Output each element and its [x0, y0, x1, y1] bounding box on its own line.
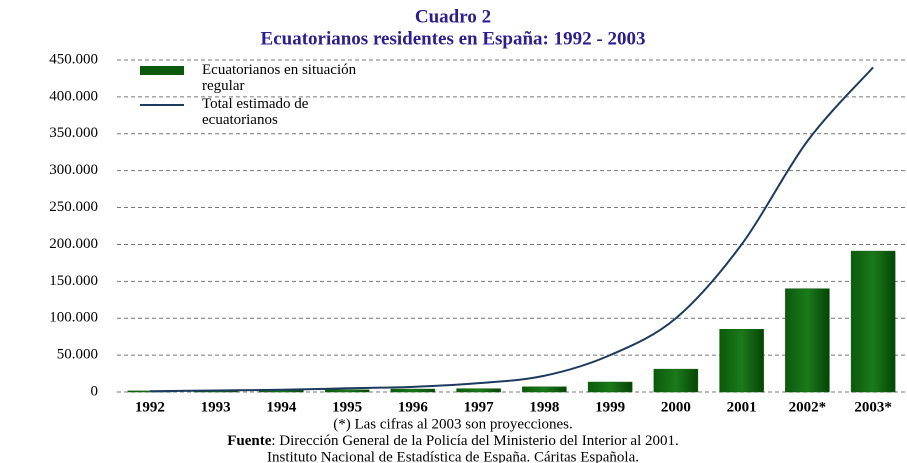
- y-tick-label: 200.000: [49, 236, 98, 252]
- x-tick-label: 2001: [727, 399, 757, 415]
- bar: [324, 389, 370, 393]
- source: Fuente: Dirección General de la Policía …: [227, 433, 679, 449]
- x-tick-label: 2000: [661, 399, 691, 415]
- bar: [456, 388, 501, 393]
- y-tick-label: 250.000: [49, 199, 98, 215]
- x-tick-label: 1999: [595, 399, 625, 415]
- y-tick-label: 0: [91, 383, 99, 399]
- legend-item: Total estimado de ecuatorianos: [140, 96, 372, 128]
- bar: [653, 368, 699, 393]
- bar: [719, 329, 764, 393]
- y-tick-label: 150.000: [49, 273, 98, 289]
- chart-subtitle: Ecuatorianos residentes en España: 1992 …: [261, 28, 646, 49]
- y-tick-label: 300.000: [49, 162, 98, 178]
- y-tick-label: 350.000: [49, 125, 98, 141]
- x-tick-label: 1998: [529, 399, 559, 415]
- legend-label: Total estimado de ecuatorianos: [202, 96, 309, 128]
- x-tick-label: 1992: [135, 399, 165, 415]
- bar: [850, 250, 896, 393]
- legend: Ecuatorianos en situación regular Total e…: [140, 62, 372, 130]
- legend-key: [140, 66, 184, 75]
- legend-item: Ecuatorianos en situación regular: [140, 62, 372, 94]
- x-tick-label: 2003*: [854, 399, 892, 415]
- bar: [522, 386, 567, 393]
- y-tick-label: 450.000: [49, 51, 98, 67]
- source-label: Fuente: [227, 433, 272, 449]
- x-tick-label: 1994: [266, 399, 297, 415]
- bar: [390, 388, 436, 393]
- chart-title: Cuadro 2: [415, 6, 491, 27]
- footnote: (*) Las cifras al 2003 son proyecciones.: [333, 416, 573, 432]
- x-tick-label: 1995: [332, 399, 362, 415]
- line: [149, 66, 874, 393]
- y-tick-label: 100.000: [49, 310, 98, 326]
- x-tick-label: 2002*: [789, 399, 827, 415]
- legend-label: Ecuatorianos en situación regular: [202, 62, 357, 94]
- x-tick-label: 1997: [464, 399, 495, 415]
- legend-key: [140, 104, 184, 106]
- y-tick-label: 400.000: [49, 88, 98, 104]
- source-2: Instituto Nacional de Estadística de Esp…: [267, 449, 639, 463]
- bar: [785, 288, 830, 393]
- source-text: : Dirección General de la Policía del Mi…: [271, 433, 678, 449]
- y-tick-label: 50.000: [57, 347, 98, 363]
- bar: [587, 381, 633, 393]
- x-tick-label: 1993: [201, 399, 231, 415]
- x-tick-label: 1996: [398, 399, 429, 415]
